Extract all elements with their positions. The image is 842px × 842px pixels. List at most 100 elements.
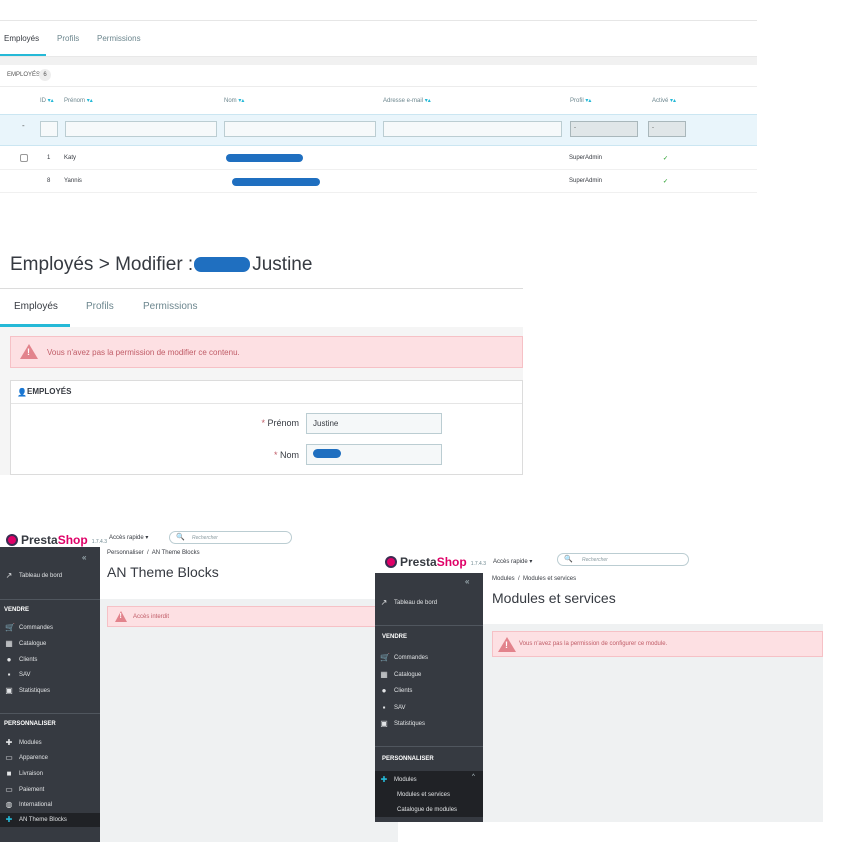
filter-profile-select[interactable]: - [570,121,638,137]
tab-permissions[interactable]: Permissions [143,301,198,312]
credit-card-icon: ▭ [5,785,13,794]
table-row[interactable]: 8 Yannis SuperAdmin ✓ [0,170,757,193]
sidebar-item-an-theme-blocks[interactable]: ✚ AN Theme Blocks [0,813,100,827]
active-check-icon[interactable]: ✓ [663,179,669,185]
basket-icon: 🛒 [380,653,390,662]
col-email[interactable]: Adresse e-mail ▾▴ [383,98,431,104]
tab-employees[interactable]: Employés [14,301,58,312]
basket-icon: 🛒 [5,623,15,632]
prestashop-logo[interactable]: PrestaShop 1.7.4.3 [6,533,107,547]
quick-access-menu[interactable]: Accès rapide ▾ [493,559,533,565]
redacted-lastname [232,178,320,186]
version-label: 1.7.4.3 [470,561,486,567]
edit-employee-panel: Employés > Modifier : Justine Employés Pr… [0,240,523,475]
divider [375,625,483,626]
col-lastname[interactable]: Nom ▾▴ [224,98,245,104]
sidebar-item-sav[interactable]: ▪ SAV [0,668,31,682]
card-title: EMPLOYÉS [27,387,72,396]
sidebar-item-catalog[interactable]: ▦ Catalogue [5,639,47,648]
sort-arrows-icon: ▾▴ [86,98,93,104]
prestashop-logo-icon [6,534,18,546]
chart-icon: ▣ [380,719,388,728]
warning-icon [115,611,127,622]
breadcrumb: Personnaliser / AN Theme Blocks [107,550,200,556]
row-checkbox[interactable] [20,154,28,162]
sidebar: « ↗ Tableau de bord VENDRE 🛒 Commandes ▦ Ca… [375,573,483,822]
truck-icon: ■ [6,769,12,778]
filter-id-input[interactable] [40,121,58,137]
divider [0,599,100,600]
list-header: EMPLOYÉS 6 [0,65,757,87]
sidebar-item-shipping[interactable]: ■ Livraison [6,769,44,778]
submenu-item-modules-catalog[interactable]: Catalogue de modules [375,802,483,817]
cell-firstname: Katy [64,155,77,161]
trend-icon: ↗ [5,571,13,580]
monitor-icon: ▭ [5,753,13,762]
tab-employees[interactable]: Employés [4,34,40,43]
col-active[interactable]: Activé ▾▴ [652,98,677,104]
sidebar-item-sav[interactable]: ▪ SAV [375,701,406,715]
permission-alert: Vous n'avez pas la permission de configu… [492,631,823,657]
search-input[interactable]: 🔍 Rechercher [557,553,689,566]
filter-active-select[interactable]: - [648,121,686,137]
collapse-sidebar-icon[interactable]: « [465,577,470,586]
separator-band [0,57,757,65]
quick-access-menu[interactable]: Accès rapide ▾ [109,535,149,541]
col-id[interactable]: ID ▾▴ [40,98,54,104]
alert-message: Accès interdit [133,614,170,620]
chevron-up-icon: ^ [472,774,475,780]
sidebar-item-catalog[interactable]: ▦ Catalogue [380,670,422,679]
sidebar-item-payment[interactable]: ▭ Paiement [5,785,45,794]
active-tab-indicator [0,324,70,327]
employees-tabs: Employés Profils Permissions [0,21,757,57]
redacted-name [194,257,251,273]
store-icon: ▦ [5,639,13,648]
sidebar: « ↗ Tableau de bord VENDRE 🛒 Commandes ▦ Ca… [0,547,100,842]
sidebar-item-dashboard[interactable]: ↗ Tableau de bord [380,598,438,607]
search-input[interactable]: 🔍 Rechercher [169,531,292,544]
column-headers: ID ▾▴ Prénom ▾▴ Nom ▾▴ Adresse e-mail ▾▴… [0,97,757,111]
sidebar-item-international[interactable]: ◍ International [5,800,53,809]
section-sell: VENDRE [4,607,30,613]
tab-profiles[interactable]: Profils [57,34,80,43]
tab-permissions[interactable]: Permissions [97,34,141,43]
cell-firstname: Yannis [64,178,82,184]
sidebar-item-customers[interactable]: ● Clients [381,686,413,695]
chat-icon: ▪ [7,670,11,679]
sidebar-item-modules[interactable]: ✚ Modules ^ [375,771,483,788]
sidebar-item-customers[interactable]: ● Clients [6,655,38,664]
col-firstname[interactable]: Prénom ▾▴ [64,98,93,104]
sidebar-item-stats[interactable]: ▣ Statistiques [380,719,426,728]
collapse-sidebar-icon[interactable]: « [82,553,87,562]
puzzle-icon: ✚ [5,738,13,747]
store-icon: ▦ [380,670,388,679]
active-check-icon[interactable]: ✓ [663,156,669,162]
firstname-field[interactable]: Justine [306,413,442,434]
sidebar-item-stats[interactable]: ▣ Statistiques [5,686,51,695]
filter-email-input[interactable] [383,121,562,137]
table-row[interactable]: 1 Katy SuperAdmin ✓ [0,147,757,170]
sidebar-item-dashboard[interactable]: ↗ Tableau de bord [5,571,63,580]
filter-reset[interactable]: - [22,121,25,130]
sidebar-item-appearance[interactable]: ▭ Apparence [5,753,49,762]
sidebar-item-modules[interactable]: ✚ Modules [5,738,42,747]
prestashop-logo[interactable]: PrestaShop 1.7.4.3 [385,555,486,569]
sidebar-item-orders[interactable]: 🛒 Commandes [380,653,429,662]
section-customize: PERSONNALISER [4,721,56,727]
filter-lastname-input[interactable] [224,121,376,137]
tab-profiles[interactable]: Profils [86,301,114,312]
lastname-field[interactable] [306,444,442,465]
sidebar-item-orders[interactable]: 🛒 Commandes [5,623,54,632]
page-title: Modules et services [492,590,616,606]
breadcrumb: Modules / Modules et services [492,576,577,582]
cell-profile: SuperAdmin [569,155,603,161]
employees-tabs: Employés Profils Permissions [0,288,523,328]
cell-profile: SuperAdmin [569,178,603,184]
sort-arrows-icon: ▾▴ [585,98,592,104]
sort-arrows-icon: ▾▴ [670,98,677,104]
filter-firstname-input[interactable] [65,121,217,137]
divider [0,713,100,714]
divider [375,746,483,747]
submenu-item-modules-services[interactable]: Modules et services [375,788,483,802]
col-profile[interactable]: Profil ▾▴ [570,98,592,104]
